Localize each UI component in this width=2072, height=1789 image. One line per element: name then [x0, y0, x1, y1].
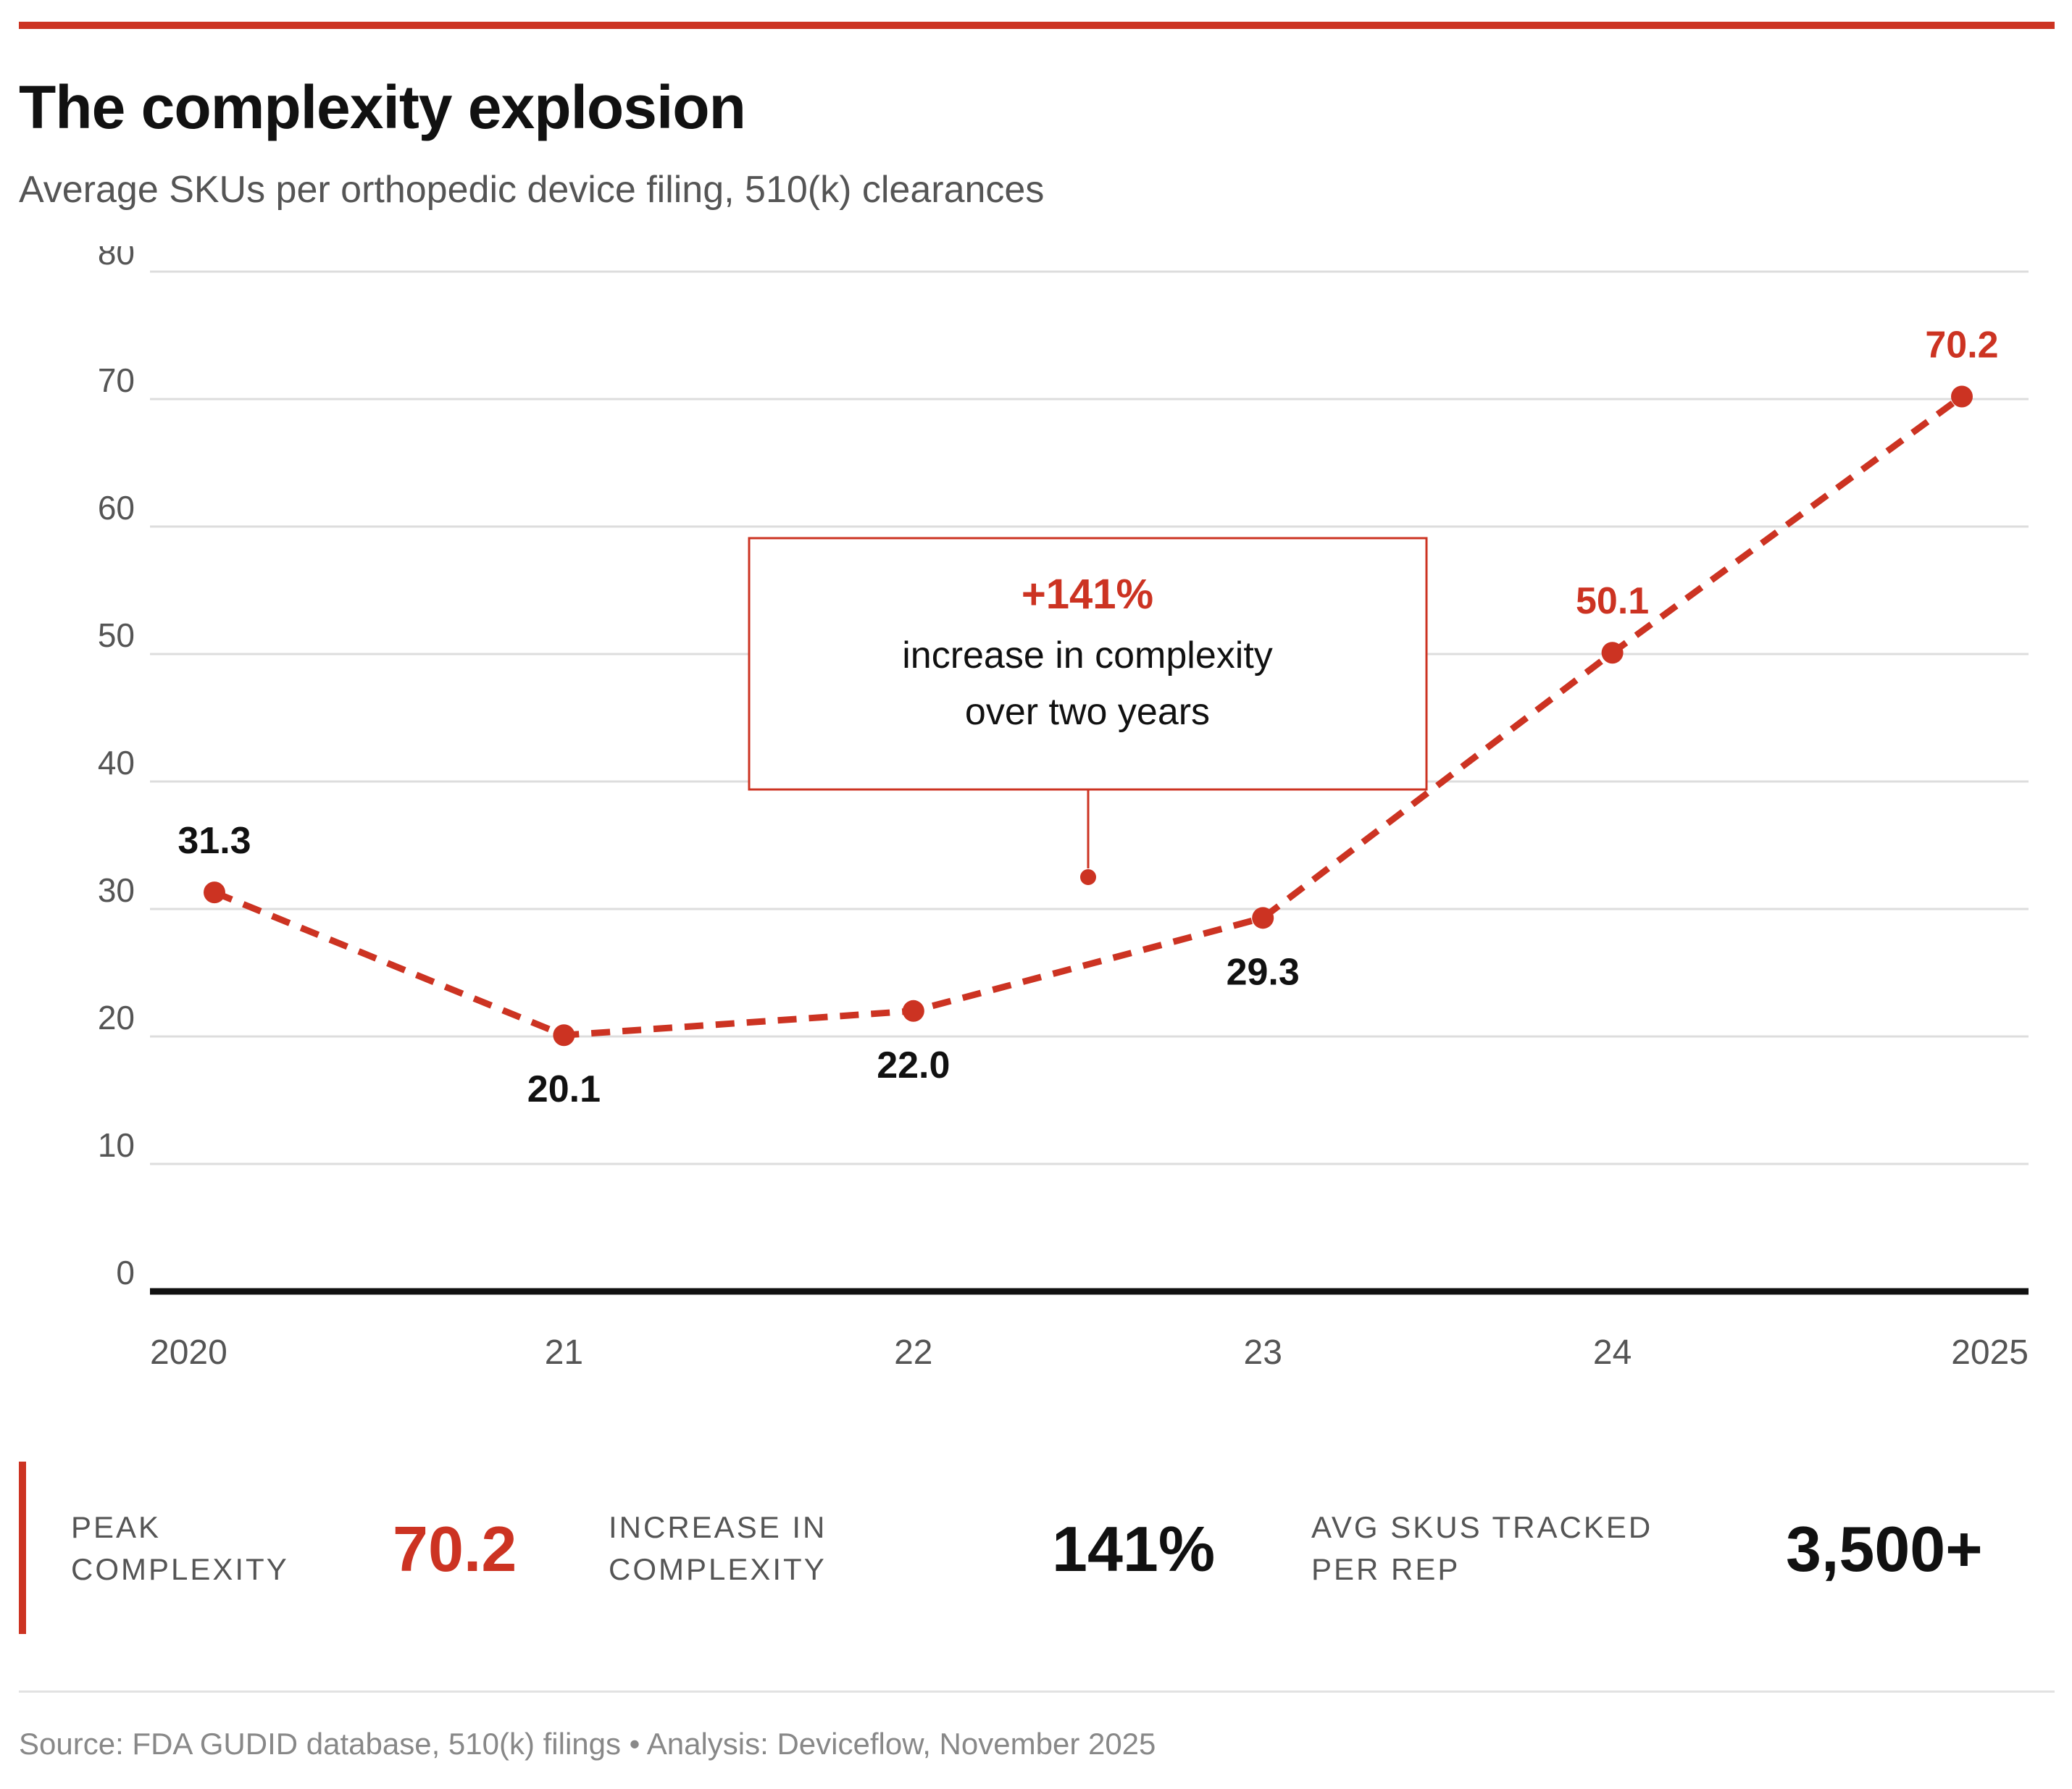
data-label: 50.1	[1576, 580, 1649, 622]
data-point	[1601, 642, 1624, 664]
line-chart: 0 10 20 30 40 50 60 70 80 2020 21 22 23 24 2025 +141% …	[98, 246, 2029, 1372]
annotation-box	[748, 537, 1428, 791]
annotation: +141% increase in complexity over two ye…	[748, 537, 1428, 885]
y-tick-label: 30	[98, 871, 135, 909]
source-note: Source: FDA GUDID database, 510(k) filin…	[19, 1727, 1156, 1761]
data-point	[902, 1000, 924, 1022]
data-label: 20.1	[527, 1068, 601, 1110]
axes: 0 10 20 30 40 50 60 70 80 2020 21 22 23 24 2025	[98, 246, 2029, 1372]
stat-value-peak: 70.2	[393, 1513, 517, 1585]
footer-divider	[19, 1690, 2055, 1693]
data-label: 70.2	[1925, 324, 1998, 366]
data-point	[1951, 385, 1973, 408]
data-labels: 31.3 20.1 22.0 29.3 50.1 70.2	[177, 324, 1998, 1110]
y-tick-label: 0	[116, 1254, 135, 1291]
x-tick-label: 2025	[1951, 1333, 2029, 1372]
data-point	[1252, 907, 1274, 929]
x-tick-label: 24	[1593, 1333, 1632, 1372]
top-accent-rule	[19, 22, 2055, 29]
y-tick-label: 50	[98, 616, 135, 654]
stat-label-peak: PEAK COMPLEXITY	[71, 1510, 289, 1586]
data-point	[204, 881, 225, 904]
x-tick-label: 21	[545, 1333, 583, 1372]
data-label: 31.3	[177, 820, 251, 862]
x-tick-label: 22	[894, 1333, 932, 1372]
stats-accent-bar	[19, 1462, 26, 1634]
y-tick-label: 20	[98, 999, 135, 1036]
series-line	[213, 393, 1964, 1039]
annotation-pointer-dot	[1080, 869, 1096, 885]
stat-label-increase: INCREASE IN COMPLEXITY	[609, 1510, 827, 1586]
y-tick-label: 70	[98, 361, 135, 399]
series-points	[204, 385, 1973, 1047]
stat-value-skus: 3,500+	[1786, 1513, 1983, 1585]
stat-label-skus: AVG SKUS TRACKED PER REP	[1311, 1510, 1653, 1586]
chart-subtitle: Average SKUs per orthopedic device filin…	[19, 169, 1045, 211]
series-line-layer	[213, 393, 1964, 1039]
x-tick-label: 23	[1244, 1333, 1282, 1372]
stat-value-increase: 141%	[1052, 1513, 1216, 1585]
annotation-line-1: increase in complexity	[902, 634, 1273, 676]
data-label: 22.0	[877, 1044, 950, 1086]
annotation-line-2: over two years	[965, 691, 1210, 733]
x-tick-label: 2020	[150, 1333, 227, 1372]
y-tick-label: 60	[98, 489, 135, 527]
y-tick-label: 40	[98, 744, 135, 782]
data-label: 29.3	[1227, 951, 1300, 993]
annotation-headline: +141%	[1022, 571, 1153, 618]
y-tick-label: 10	[98, 1126, 135, 1164]
y-tick-label: 80	[98, 246, 135, 272]
chart-title: The complexity explosion	[19, 73, 746, 141]
data-point	[553, 1024, 575, 1047]
